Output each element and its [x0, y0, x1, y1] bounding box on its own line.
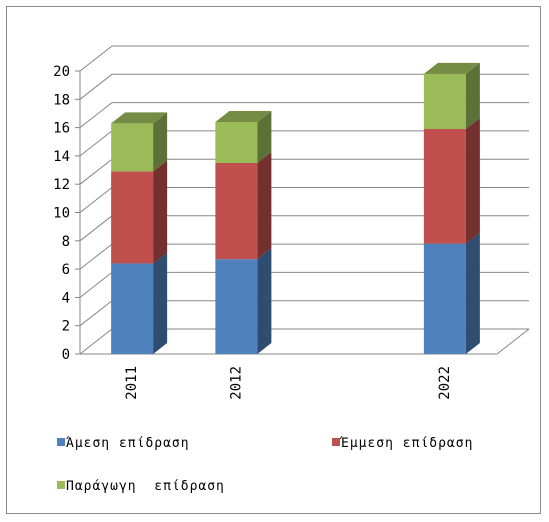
bar-segment-2022-2 — [423, 118, 480, 244]
bar-side — [257, 248, 272, 354]
bar-top — [215, 110, 272, 122]
y-tick-label: 6 — [62, 262, 70, 278]
bar-segment-2012-1 — [215, 248, 272, 354]
legend-swatch — [332, 438, 340, 446]
legend-item: Έμμεση επίδραση — [332, 436, 473, 451]
y-tick-label: 8 — [62, 234, 70, 250]
floor-right-edge — [496, 328, 530, 355]
bar-top — [423, 62, 480, 74]
bar-side — [153, 160, 168, 264]
bar-front — [215, 121, 258, 163]
y-tick-label: 4 — [62, 290, 70, 306]
bar-front — [111, 123, 154, 172]
y-tick-label: 2 — [62, 319, 70, 335]
y-tick-label: 0 — [62, 347, 70, 363]
bar-front — [215, 259, 258, 354]
bar-front — [215, 162, 258, 260]
legend-swatch — [57, 481, 65, 489]
x-tick-label: 2012 — [228, 366, 244, 400]
legend-label: Παράγωγη επίδραση — [66, 479, 225, 494]
bar-front — [423, 243, 466, 354]
bar-segment-2011-3 — [111, 112, 168, 172]
y-tick-label: 14 — [53, 149, 70, 165]
y-tick-label: 16 — [53, 121, 70, 137]
bar-side — [257, 151, 272, 260]
bar-segment-2011-1 — [111, 252, 168, 354]
legend-item: Παράγωγη επίδραση — [57, 479, 225, 494]
y-tick-label: 10 — [53, 206, 70, 222]
bar-top — [111, 112, 168, 124]
bar-segment-2022-1 — [423, 232, 480, 354]
bar-segment-2012-2 — [215, 151, 272, 260]
bar-front — [423, 73, 466, 130]
bar-front — [111, 263, 154, 354]
bars — [111, 62, 480, 354]
x-axis-tick-labels: 2011 2012 2022 — [124, 366, 453, 400]
legend-label: Άμεση επίδραση — [66, 436, 190, 451]
bar-front — [423, 129, 466, 244]
x-tick-label: 2022 — [437, 366, 453, 400]
bar-side — [257, 110, 272, 163]
bar-side — [465, 232, 480, 354]
bar-front — [111, 171, 154, 264]
legend: Άμεση επίδραση Έμμεση επίδραση Παράγωγη επ… — [57, 436, 473, 494]
y-axis-tick-labels: 0 2 4 6 8 10 12 14 16 18 20 — [53, 64, 70, 363]
bar-segment-2011-2 — [111, 160, 168, 264]
gridline — [79, 73, 529, 100]
bar-segment-2022-3 — [423, 62, 480, 130]
legend-item: Άμεση επίδραση — [57, 436, 190, 451]
y-tick-label: 20 — [53, 64, 70, 80]
legend-label: Έμμεση επίδραση — [339, 436, 473, 451]
gridline — [79, 45, 529, 72]
bar-side — [465, 62, 480, 130]
x-tick-label: 2011 — [124, 366, 140, 400]
bar-side — [465, 118, 480, 244]
y-tick-label: 18 — [53, 92, 70, 108]
bar-side — [153, 252, 168, 354]
bar-segment-2012-3 — [215, 110, 272, 163]
bar-side — [153, 112, 168, 172]
gridline — [79, 102, 529, 128]
legend-swatch — [57, 438, 65, 446]
y-tick-label: 12 — [53, 177, 70, 193]
